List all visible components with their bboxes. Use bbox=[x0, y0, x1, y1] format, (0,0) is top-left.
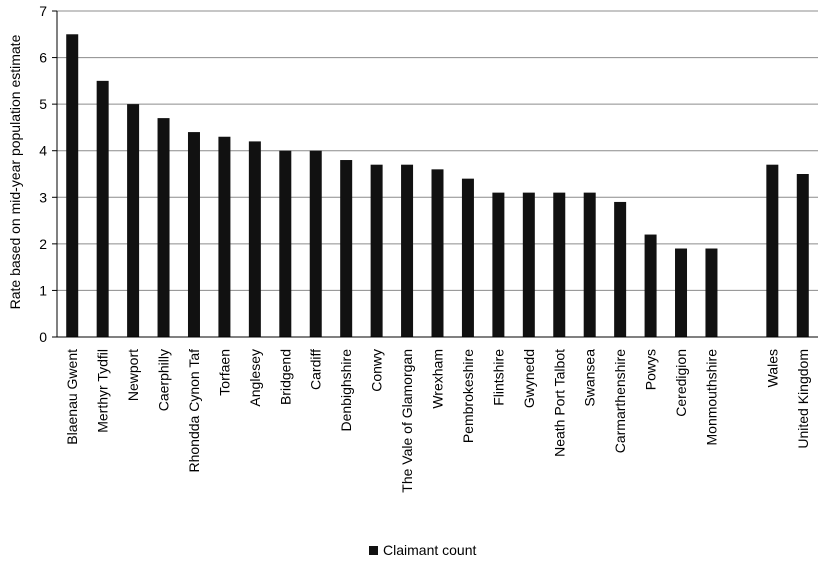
x-category-label: Carmarthenshire bbox=[612, 349, 628, 453]
legend-swatch bbox=[369, 546, 378, 555]
bar bbox=[279, 150, 292, 337]
bars bbox=[66, 34, 809, 338]
x-category-label: Swansea bbox=[582, 349, 598, 407]
bar bbox=[644, 234, 657, 337]
x-category-label: Wrexham bbox=[430, 349, 446, 409]
x-category-label: Newport bbox=[125, 349, 141, 401]
y-tick-label: 6 bbox=[39, 50, 47, 66]
bar bbox=[583, 192, 596, 337]
bar bbox=[461, 178, 474, 337]
y-tick-label: 3 bbox=[39, 189, 47, 205]
x-category-label: Anglesey bbox=[247, 349, 263, 407]
x-category-label: Cardiff bbox=[308, 349, 324, 390]
bar bbox=[796, 174, 809, 337]
y-tick-label: 7 bbox=[39, 3, 47, 19]
x-category-label: Wales bbox=[764, 349, 780, 387]
y-tick-label: 4 bbox=[39, 143, 47, 159]
x-category-label: Merthyr Tydfil bbox=[95, 349, 111, 433]
bar bbox=[218, 136, 231, 337]
bar bbox=[614, 201, 627, 337]
x-category-label: Monmouthshire bbox=[703, 349, 719, 446]
x-category-label: United Kingdom bbox=[795, 349, 811, 449]
bar bbox=[248, 141, 261, 337]
bar bbox=[401, 164, 414, 337]
y-tick-label: 5 bbox=[39, 96, 47, 112]
y-tick-labels: 0 1 2 3 4 5 6 7 bbox=[39, 3, 57, 345]
x-category-labels: Blaenau Gwent Merthyr Tydfil Newport Caerph… bbox=[64, 349, 811, 493]
bar bbox=[66, 34, 79, 338]
x-category-label: Bridgend bbox=[277, 349, 293, 405]
x-category-label: Denbighshire bbox=[338, 349, 354, 432]
x-category-label: Pembrokeshire bbox=[460, 349, 476, 443]
bar bbox=[187, 132, 200, 337]
y-tick-label: 0 bbox=[39, 329, 47, 345]
legend: Claimant count bbox=[369, 542, 476, 558]
bar bbox=[157, 118, 170, 337]
bar bbox=[431, 169, 444, 337]
bar bbox=[553, 192, 566, 337]
x-category-label: Gwynedd bbox=[521, 349, 537, 408]
bar bbox=[370, 164, 383, 337]
x-category-label: Torfaen bbox=[216, 349, 232, 396]
x-category-label: Blaenau Gwent bbox=[64, 349, 80, 445]
bar bbox=[96, 80, 109, 337]
y-axis-title: Rate based on mid-year population estima… bbox=[7, 34, 23, 309]
bar bbox=[705, 248, 718, 337]
x-category-label: Powys bbox=[643, 349, 659, 390]
bar bbox=[766, 164, 779, 337]
bar bbox=[340, 160, 353, 337]
bar bbox=[492, 192, 505, 337]
legend-label: Claimant count bbox=[383, 542, 476, 558]
y-tick-label: 1 bbox=[39, 282, 47, 298]
x-category-label: Neath Port Talbot bbox=[551, 349, 567, 457]
x-category-label: Conwy bbox=[369, 349, 385, 392]
axes bbox=[52, 11, 818, 338]
y-tick-label: 2 bbox=[39, 236, 47, 252]
bar bbox=[127, 104, 140, 338]
x-category-label: Rhondda Cynon Taf bbox=[186, 349, 202, 473]
bar bbox=[309, 150, 322, 337]
x-category-label: Ceredigion bbox=[673, 349, 689, 417]
bar bbox=[522, 192, 535, 337]
bar bbox=[675, 248, 688, 337]
x-category-label: The Vale of Glamorgan bbox=[399, 349, 415, 493]
x-category-label: Caerphilly bbox=[156, 349, 172, 411]
x-category-label: Flintshire bbox=[490, 349, 506, 406]
